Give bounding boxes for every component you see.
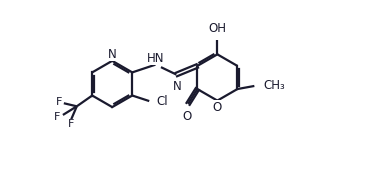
Text: OH: OH	[208, 22, 226, 35]
Text: O: O	[183, 110, 192, 123]
Text: F: F	[54, 112, 61, 122]
Text: N: N	[108, 48, 117, 61]
Text: F: F	[56, 97, 63, 107]
Text: O: O	[213, 101, 222, 114]
Text: Cl: Cl	[156, 95, 168, 108]
Text: F: F	[68, 119, 74, 129]
Text: HN: HN	[147, 52, 164, 65]
Text: CH₃: CH₃	[263, 80, 285, 93]
Text: N: N	[172, 80, 181, 93]
